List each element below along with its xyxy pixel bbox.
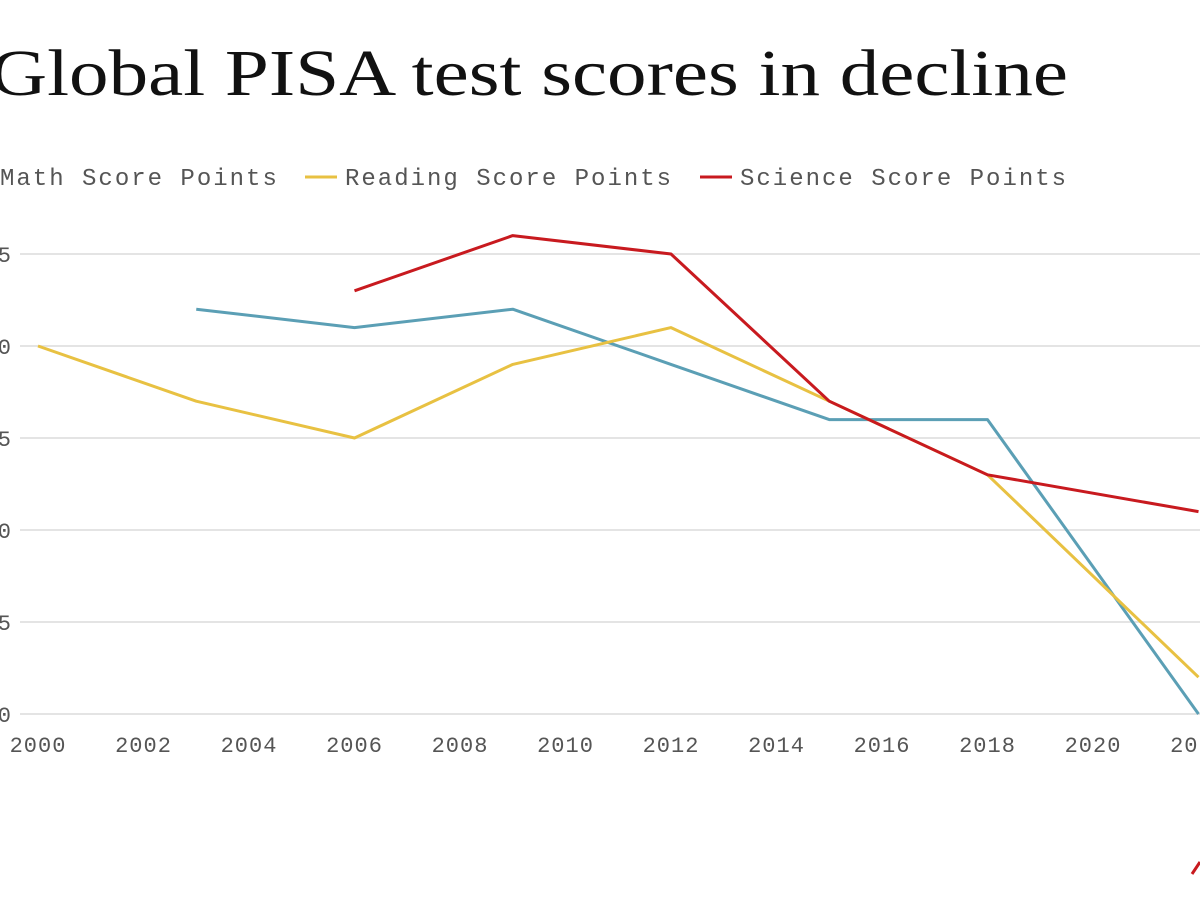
series-line-reading xyxy=(37,326,1200,679)
legend-label: Math Score Points xyxy=(0,166,279,193)
x-tick-label: 2006 xyxy=(326,734,383,759)
x-tick-label: 2002 xyxy=(115,734,172,759)
x-tick-label: 2008 xyxy=(432,734,489,759)
legend-item: Reading Score Points xyxy=(305,166,673,193)
legend-label: Reading Score Points xyxy=(345,166,673,193)
y-tick-label: 475 xyxy=(0,612,12,637)
legend: Math Score Points Reading Score Points Sci… xyxy=(0,166,1068,193)
logo-mark xyxy=(1190,861,1200,875)
x-tick-label: 2022 xyxy=(1170,734,1200,759)
series-lines xyxy=(37,234,1200,715)
chart-title: Global PISA test scores in decline xyxy=(0,37,1068,110)
series-line-science xyxy=(354,234,1199,514)
y-tick-label: 470 xyxy=(0,704,12,729)
x-tick-label: 2010 xyxy=(537,734,594,759)
x-tick-label: 2012 xyxy=(643,734,700,759)
y-axis: 495 490 485 480 475 470 xyxy=(0,244,12,729)
x-tick-label: 2016 xyxy=(854,734,911,759)
series-line-math xyxy=(196,307,1200,715)
x-tick-label: 2020 xyxy=(1065,734,1122,759)
x-tick-label: 2014 xyxy=(748,734,805,759)
legend-label: Science Score Points xyxy=(740,166,1068,193)
y-tick-label: 485 xyxy=(0,428,12,453)
x-tick-label: 2004 xyxy=(221,734,278,759)
x-tick-label: 2000 xyxy=(10,734,67,759)
y-tick-label: 480 xyxy=(0,520,12,545)
grid xyxy=(20,253,1200,715)
x-tick-label: 2018 xyxy=(959,734,1016,759)
legend-item: Math Score Points xyxy=(0,166,279,193)
legend-item: Science Score Points xyxy=(700,166,1068,193)
y-tick-label: 495 xyxy=(0,244,12,269)
y-tick-label: 490 xyxy=(0,336,12,361)
x-axis: 2000 2002 2004 2006 2008 2010 2012 2014 2016 2018… xyxy=(10,734,1200,759)
